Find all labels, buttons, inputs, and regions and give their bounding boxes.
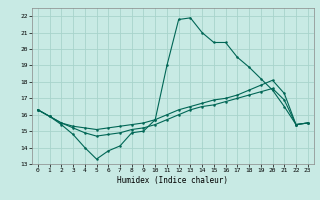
- X-axis label: Humidex (Indice chaleur): Humidex (Indice chaleur): [117, 176, 228, 185]
